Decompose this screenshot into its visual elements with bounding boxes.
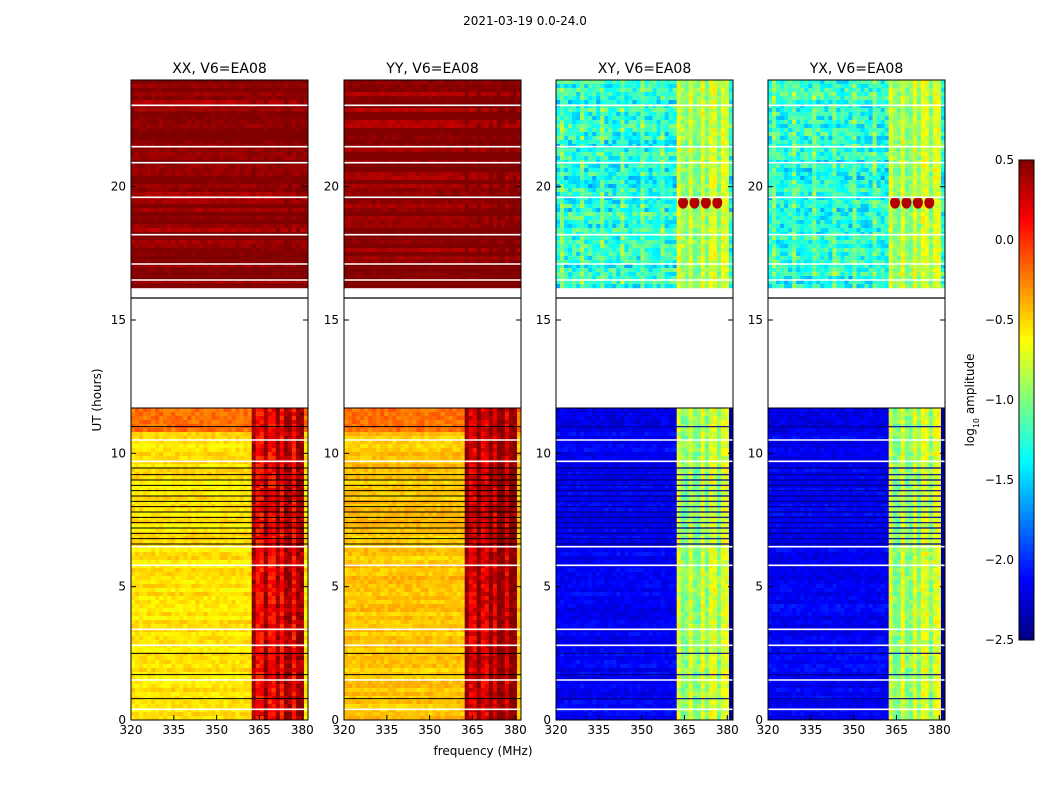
y-tick-label: 10 (536, 446, 551, 460)
x-tick-label: 320 (333, 723, 356, 737)
y-tick-label: 0 (543, 713, 551, 727)
x-tick-label: 350 (205, 723, 228, 737)
panel-frame (343, 79, 522, 721)
x-tick-label: 350 (630, 723, 653, 737)
figure-title: 2021-03-19 0.0-24.0 (0, 14, 1050, 28)
panel-frame (130, 79, 309, 721)
panel-yx: YX, V6=EA08 320 335 350 365 380 0 5 10 15 20 (748, 61, 951, 737)
y-tick-label: 20 (536, 180, 551, 194)
x-tick-label: 320 (757, 723, 780, 737)
colorbar-tick-label: 0.5 (995, 153, 1014, 167)
x-tick-label: 380 (716, 723, 739, 737)
y-tick-label: 5 (331, 580, 339, 594)
x-tick-label: 365 (673, 723, 696, 737)
panel-title: YY, V6=EA08 (385, 61, 478, 77)
y-tick-label: 15 (324, 313, 339, 327)
x-tick-label: 350 (418, 723, 441, 737)
colorbar-label: log10 amplitude (963, 354, 981, 447)
x-tick-label: 365 (885, 723, 908, 737)
y-tick-label: 15 (748, 313, 763, 327)
y-tick-label: 5 (755, 580, 763, 594)
panel-xy: XY, V6=EA08 320 335 350 365 380 0 5 10 15 20 (536, 61, 739, 737)
x-tick-label: 335 (162, 723, 185, 737)
y-tick-label: 0 (331, 713, 339, 727)
colorbar-tick-label: −2.5 (985, 633, 1014, 647)
heatmap-image (556, 80, 733, 720)
y-tick-label: 10 (324, 446, 339, 460)
x-tick-label: 335 (587, 723, 610, 737)
panel-frame (555, 79, 734, 721)
heatmap-image (131, 80, 308, 720)
x-tick-label: 365 (461, 723, 484, 737)
y-tick-label: 5 (543, 580, 551, 594)
y-tick-label: 0 (755, 713, 763, 727)
colorbar-tick-label: −1.0 (985, 393, 1014, 407)
y-axis-label: UT (hours) (90, 368, 104, 431)
colorbar-tick-label: 0.0 (995, 233, 1014, 247)
panel-title: YX, V6=EA08 (809, 61, 904, 77)
panel-xx: XX, V6=EA08 320 335 350 365 380 0 5 10 15 20 (111, 61, 314, 737)
x-tick-label: 380 (928, 723, 951, 737)
x-tick-label: 380 (504, 723, 527, 737)
panel-title: XX, V6=EA08 (172, 61, 267, 77)
colorbar-tick-label: −1.5 (985, 473, 1014, 487)
x-tick-label: 320 (120, 723, 143, 737)
colorbar: 0.5 0.0 −0.5 −1.0 −1.5 −2.0 −2.5 log10 amplitud… (963, 153, 1035, 647)
panel-yy: YY, V6=EA08 320 335 350 365 380 0 5 10 15 20 (324, 61, 527, 737)
y-tick-label: 20 (748, 180, 763, 194)
x-tick-label: 380 (291, 723, 314, 737)
colorbar-tick-label: −2.0 (985, 553, 1014, 567)
y-tick-label: 15 (536, 313, 551, 327)
y-tick-label: 0 (118, 713, 126, 727)
x-tick-label: 350 (842, 723, 865, 737)
panel-title: XY, V6=EA08 (598, 61, 692, 77)
y-tick-label: 20 (111, 180, 126, 194)
heatmap-image (344, 80, 521, 720)
y-tick-label: 10 (111, 446, 126, 460)
panel-frame (767, 79, 946, 721)
x-tick-label: 335 (799, 723, 822, 737)
y-tick-label: 5 (118, 580, 126, 594)
y-tick-label: 10 (748, 446, 763, 460)
x-tick-label: 320 (545, 723, 568, 737)
x-tick-label: 335 (375, 723, 398, 737)
y-tick-label: 15 (111, 313, 126, 327)
x-tick-label: 365 (248, 723, 271, 737)
y-tick-label: 20 (324, 180, 339, 194)
colorbar-tick-label: −0.5 (985, 313, 1014, 327)
x-axis-label: frequency (MHz) (433, 744, 532, 758)
heatmap-image (768, 80, 945, 720)
